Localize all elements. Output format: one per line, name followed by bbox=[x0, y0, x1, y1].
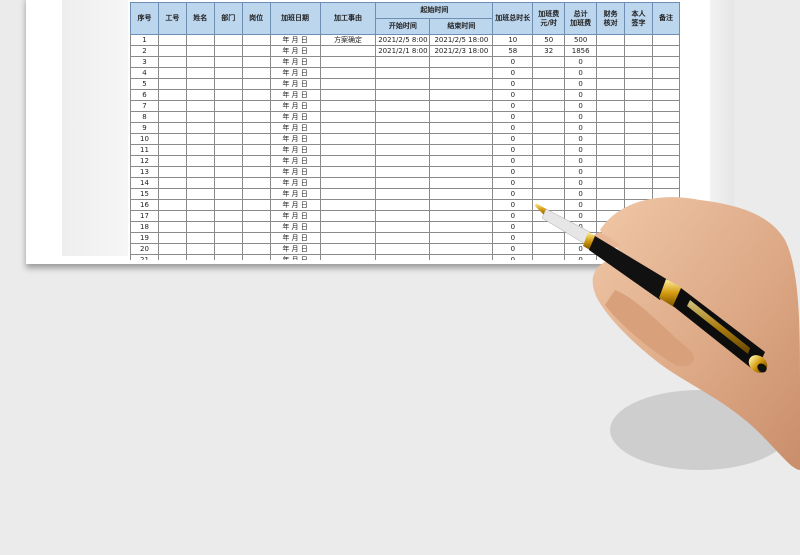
cell-date[interactable]: 年 月 日 bbox=[269, 254, 321, 260]
header-date: 加班日期 bbox=[269, 2, 321, 35]
header-reason: 加工事由 bbox=[319, 2, 377, 35]
cell-start[interactable] bbox=[375, 254, 431, 260]
header-rate: 加班费 元/时 bbox=[532, 2, 566, 35]
header-dept: 部门 bbox=[213, 2, 243, 35]
overtime-table: 序号 工号 姓名 部门 岗位 加班日期 加工事由 起始时间 加班总时长 加班费 … bbox=[130, 2, 680, 260]
cell-total[interactable]: 0 bbox=[564, 254, 598, 260]
cell-total[interactable]: 500 bbox=[564, 34, 598, 46]
fountain-pen-icon bbox=[535, 203, 768, 373]
header-name: 姓名 bbox=[185, 2, 215, 35]
header-post: 岗位 bbox=[241, 2, 271, 35]
left-margin-panel bbox=[62, 0, 128, 256]
header-start: 开始时间 bbox=[375, 18, 431, 35]
header-hours: 加班总时长 bbox=[492, 2, 534, 35]
hand-icon bbox=[592, 197, 800, 470]
cell-end[interactable] bbox=[429, 254, 494, 260]
header-period: 起始时间 bbox=[375, 2, 494, 19]
header-total: 总计 加班费 bbox=[564, 2, 598, 35]
finger-icon bbox=[605, 290, 695, 367]
overtime-table-container: 序号 工号 姓名 部门 岗位 加班日期 加工事由 起始时间 加班总时长 加班费 … bbox=[130, 2, 680, 260]
header-note: 备注 bbox=[651, 2, 680, 35]
